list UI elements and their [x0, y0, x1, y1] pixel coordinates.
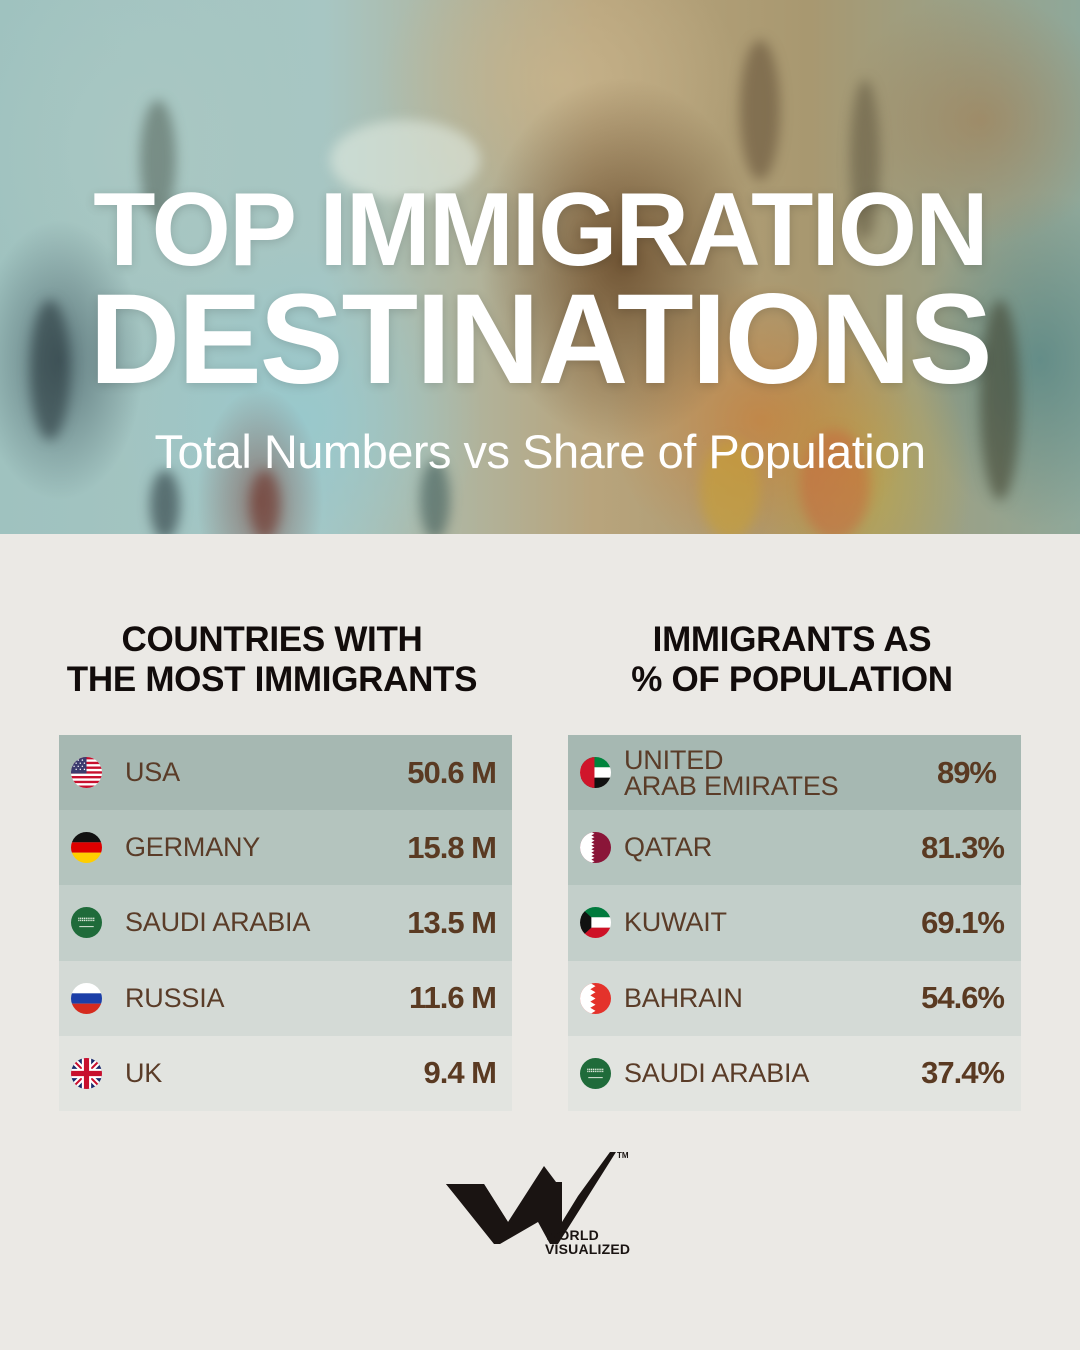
immigrant-count: 15.8 M	[407, 829, 497, 865]
saudi-arabia-flag-icon	[71, 907, 102, 939]
blur-figure	[420, 460, 450, 534]
blur-figure	[140, 100, 176, 220]
uk-flag-icon	[71, 1057, 102, 1089]
table-row: SAUDI ARABIA 37.4%	[568, 1035, 1021, 1111]
blur-figure	[150, 470, 180, 534]
table-row: BAHRAIN 54.6%	[568, 960, 1021, 1036]
country-name: SAUDI ARABIA	[624, 1057, 810, 1088]
russia-flag-icon	[71, 982, 102, 1014]
page-title-line2: DESTINATIONS	[89, 268, 992, 411]
blur-figure	[250, 470, 280, 534]
table-row: UNITED ARAB EMIRATES 89%	[568, 735, 1021, 811]
blur-figure	[700, 440, 760, 534]
left-table-heading: COUNTRIES WITH THE MOST IMMIGRANTS	[30, 620, 514, 700]
country-name: SAUDI ARABIA	[125, 907, 311, 938]
blur-figure	[740, 40, 780, 180]
blur-figure	[980, 300, 1020, 500]
country-name: GERMANY	[125, 832, 261, 863]
country-name-line2: ARAB EMIRATES	[624, 770, 839, 801]
immigrant-count: 13.5 M	[407, 904, 497, 940]
table-row: QATAR 81.3%	[568, 810, 1021, 886]
logo-wordmark: WORLD VISUALIZED	[545, 1228, 630, 1256]
saudi-arabia-flag-icon	[580, 1057, 611, 1089]
uae-flag-icon	[580, 757, 611, 789]
country-name: BAHRAIN	[624, 982, 743, 1013]
immigrant-share: 89%	[936, 754, 997, 790]
hero-background-image	[0, 0, 1080, 534]
country-name: UK	[125, 1057, 163, 1088]
immigrant-count: 50.6 M	[407, 754, 497, 790]
germany-flag-icon	[71, 832, 102, 864]
page-title-line1: TOP IMMIGRATION	[93, 172, 989, 288]
most-immigrants-table: USA 50.6 M GERMANY 15.8 M SAUDI ARABIA 1…	[59, 735, 512, 1111]
usa-flag-icon	[71, 757, 102, 789]
right-heading-line1: IMMIGRANTS AS	[652, 620, 932, 659]
country-name: USA	[125, 757, 180, 788]
table-row: GERMANY 15.8 M	[59, 810, 512, 886]
logo-line2: VISUALIZED	[545, 1241, 631, 1257]
table-row: SAUDI ARABIA 13.5 M	[59, 885, 512, 961]
right-heading-line2: % OF POPULATION	[631, 660, 953, 699]
country-name: QATAR	[624, 832, 713, 863]
country-name: RUSSIA	[125, 982, 225, 1013]
table-row: USA 50.6 M	[59, 735, 512, 811]
blur-figure	[800, 430, 870, 534]
right-table-heading: IMMIGRANTS AS % OF POPULATION	[560, 620, 1024, 700]
logo-line1: WORLD	[545, 1227, 599, 1243]
blur-figure	[850, 80, 880, 240]
world-visualized-logo-icon	[446, 1152, 616, 1244]
page-subtitle: Total Numbers vs Share of Population	[154, 425, 926, 478]
country-name: UNITED ARAB EMIRATES	[624, 744, 839, 801]
immigrant-share: 81.3%	[921, 829, 1005, 865]
immigrant-count: 11.6 M	[408, 980, 497, 1016]
immigrant-share-table: UNITED ARAB EMIRATES 89% QATAR 81.3% KUW…	[568, 735, 1021, 1111]
table-row: KUWAIT 69.1%	[568, 885, 1021, 961]
country-name-line1: UNITED	[624, 744, 724, 775]
blur-figure	[30, 300, 70, 440]
kuwait-flag-icon	[580, 907, 611, 939]
table-row: UK 9.4 M	[59, 1035, 512, 1111]
left-heading-line1: COUNTRIES WITH	[121, 620, 423, 659]
blur-highlight	[330, 120, 480, 200]
immigrant-share: 54.6%	[921, 980, 1005, 1016]
left-heading-line2: THE MOST IMMIGRANTS	[66, 660, 478, 699]
trademark-symbol: TM	[617, 1151, 629, 1160]
country-name: KUWAIT	[624, 907, 727, 938]
qatar-flag-icon	[580, 832, 611, 864]
immigrant-share: 69.1%	[921, 904, 1005, 940]
table-row: RUSSIA 11.6 M	[59, 960, 512, 1036]
immigrant-share: 37.4%	[921, 1055, 1005, 1091]
bahrain-flag-icon	[580, 982, 611, 1014]
immigrant-count: 9.4 M	[423, 1055, 497, 1091]
